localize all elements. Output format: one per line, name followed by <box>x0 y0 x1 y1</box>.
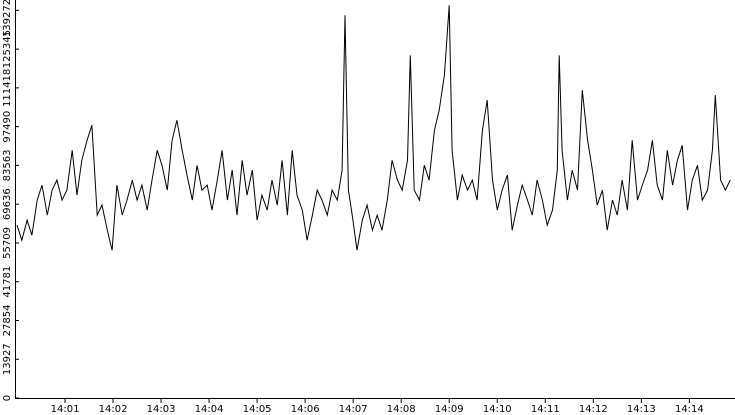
x-tick-label: 14:07 <box>339 404 368 415</box>
data-line <box>16 5 731 251</box>
x-tick-label: 14:09 <box>435 404 464 415</box>
x-tick-label: 14:14 <box>675 404 704 415</box>
y-tick-label: 139272 <box>2 0 13 37</box>
x-tick-label: 14:01 <box>51 404 80 415</box>
y-tick-label: 27854 <box>2 305 13 337</box>
x-tick-label: 14:03 <box>147 404 176 415</box>
x-tick-label: 14:12 <box>579 404 608 415</box>
x-tick-label: 14:02 <box>99 404 128 415</box>
y-tick-label: 55709 <box>2 227 13 259</box>
y-tick-label: 0 <box>2 395 13 401</box>
x-tick-label: 14:13 <box>627 404 656 415</box>
x-tick-label: 14:06 <box>291 404 320 415</box>
x-tick-label: 14:04 <box>195 404 224 415</box>
y-tick-label: 69636 <box>2 188 13 220</box>
x-tick-label: 14:08 <box>387 404 416 415</box>
x-tick-label: 14:11 <box>531 404 560 415</box>
y-tick-label: 125345 <box>2 30 13 68</box>
y-tick-label: 13927 <box>2 343 13 375</box>
x-tick-label: 14:05 <box>243 404 272 415</box>
x-tick-label: 14:10 <box>483 404 512 415</box>
y-tick-label: 97490 <box>2 111 13 143</box>
y-tick-label: 111418 <box>2 69 13 107</box>
y-tick-label: 83563 <box>2 150 13 182</box>
y-tick-label: 41781 <box>2 266 13 298</box>
